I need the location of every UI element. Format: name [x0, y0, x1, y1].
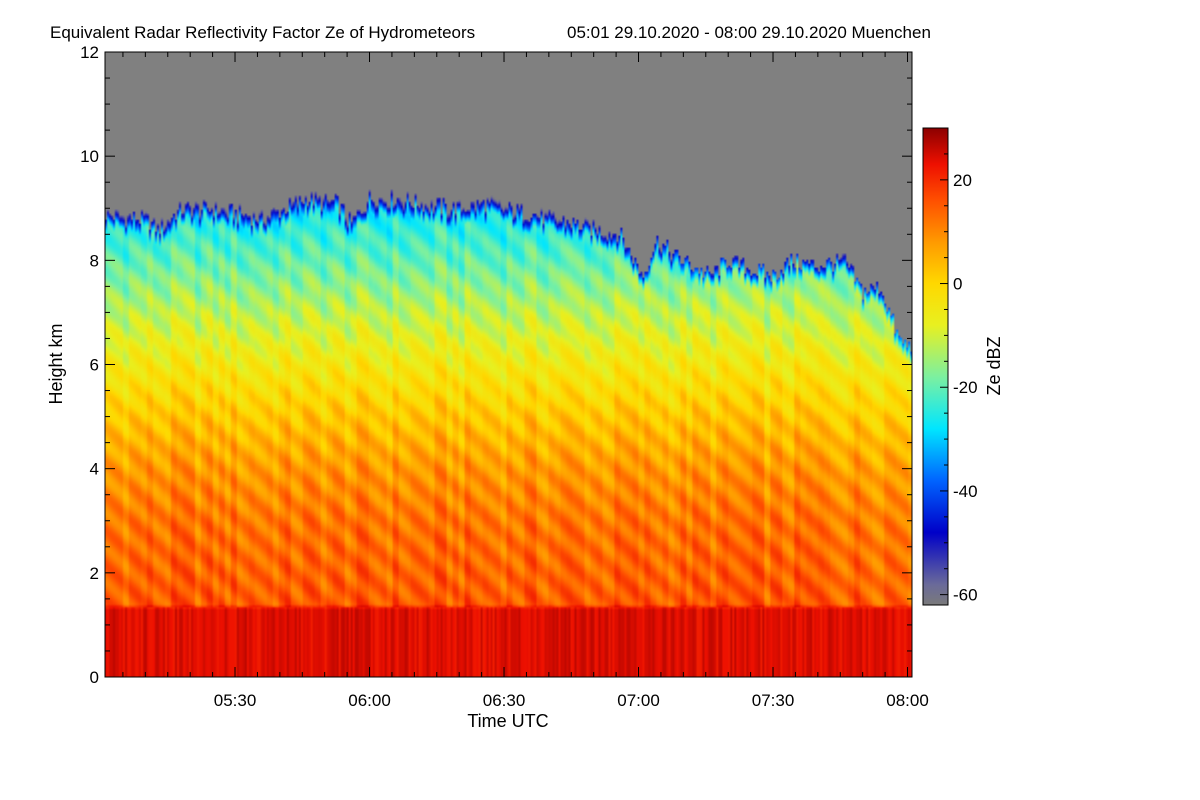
- colorbar-ramp: [922, 127, 949, 606]
- y-tick-label: 12: [80, 43, 99, 62]
- colorbar-tick-label: -60: [953, 586, 978, 605]
- y-tick-label: 4: [90, 460, 99, 479]
- y-tick-label: 8: [90, 251, 99, 270]
- reflectivity-heatmap: [105, 52, 912, 677]
- x-axis: 05:30 06:00 06:30 07:00 07:30 08:00: [122, 52, 929, 710]
- y-axis: 0 2 4 6 8 10 12: [80, 43, 912, 687]
- y-tick-label: 0: [90, 668, 99, 687]
- x-tick-label: 06:30: [483, 691, 526, 710]
- colorbar-tick-label: 20: [953, 171, 972, 190]
- chart-subtitle: 05:01 29.10.2020 - 08:00 29.10.2020 Muen…: [567, 23, 931, 42]
- plot-area: [105, 52, 912, 677]
- x-tick-label: 07:00: [617, 691, 660, 710]
- colorbar-label: Ze dBZ: [984, 336, 1004, 395]
- colorbar-ticks: -60 -40 -20 0 20: [940, 127, 978, 605]
- y-tick-label: 10: [80, 147, 99, 166]
- colorbar-tick-label: 0: [953, 275, 962, 294]
- y-tick-label: 6: [90, 356, 99, 375]
- colorbar: -60 -40 -20 0 20 Ze dBZ: [922, 127, 1004, 606]
- chart-title: Equivalent Radar Reflectivity Factor Ze …: [50, 23, 475, 42]
- x-tick-label: 06:00: [348, 691, 391, 710]
- colorbar-tick-label: -40: [953, 482, 978, 501]
- x-tick-label: 07:30: [752, 691, 795, 710]
- colorbar-tick-label: -20: [953, 378, 978, 397]
- y-axis-label: Height km: [46, 323, 66, 404]
- x-tick-label: 08:00: [886, 691, 929, 710]
- x-axis-label: Time UTC: [467, 711, 548, 731]
- y-tick-label: 2: [90, 564, 99, 583]
- x-tick-label: 05:30: [214, 691, 257, 710]
